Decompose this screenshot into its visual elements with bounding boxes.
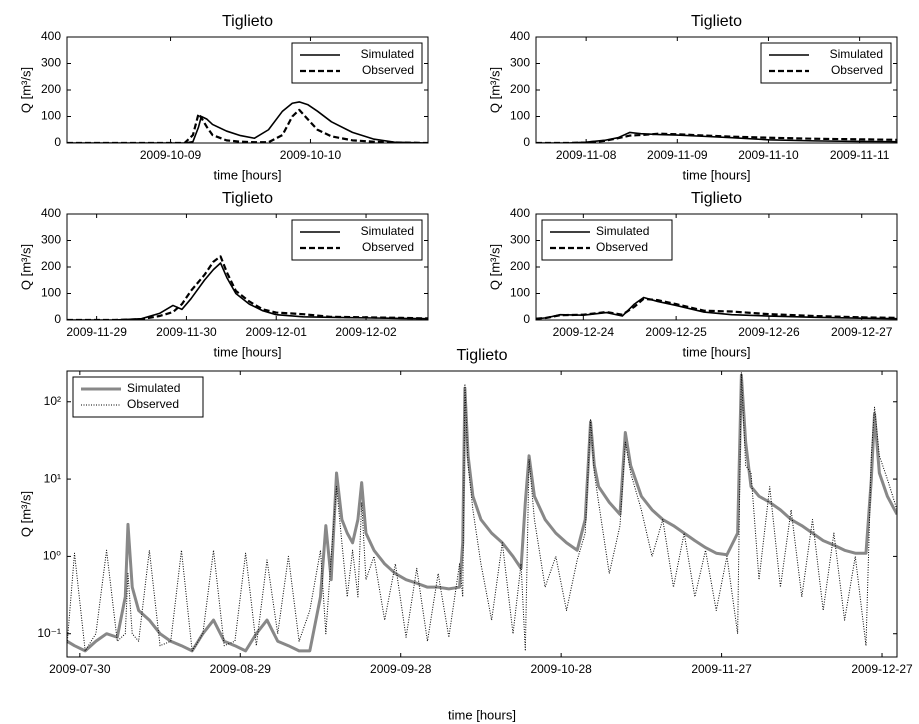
y-tick-label: 300 xyxy=(510,56,530,70)
y-tick-label: 0 xyxy=(523,312,530,326)
y-tick-label: 0 xyxy=(523,135,530,149)
legend-box xyxy=(541,219,673,261)
x-tick-label: 2009-10-10 xyxy=(280,148,342,162)
y-tick-label: 0 xyxy=(54,135,61,149)
chart-title: Tiglieto xyxy=(457,347,508,364)
series-line xyxy=(67,373,897,653)
y-tick-label: 100 xyxy=(510,286,530,300)
x-axis-label: time [hours] xyxy=(214,167,282,182)
x-tick-label: 2009-11-29 xyxy=(66,325,127,339)
series-line xyxy=(67,101,428,143)
x-tick-label: 2009-12-02 xyxy=(335,325,397,339)
x-tick-label: 2009-09-28 xyxy=(370,662,432,676)
y-tick-label: 10⁰ xyxy=(43,549,61,563)
plot-area xyxy=(67,371,897,657)
chart-title: Tiglieto xyxy=(691,190,742,207)
panel: Tiglieto time [hours] Q [m³/s] 2009-11-08 20… xyxy=(487,13,898,182)
y-tick-label: 300 xyxy=(41,233,61,247)
y-tick-label: 400 xyxy=(510,29,530,43)
x-tick-label: 2009-10-28 xyxy=(530,662,592,676)
legend-label: Observed xyxy=(831,63,883,77)
series-line xyxy=(536,297,897,320)
panel: Tiglieto time [hours] Q [m³/s] 2009-12-24 20… xyxy=(487,190,898,359)
y-tick-label: 100 xyxy=(41,286,61,300)
y-tick-label: 10² xyxy=(44,394,61,408)
y-tick-label: 200 xyxy=(510,259,530,273)
legend-label: Observed xyxy=(127,397,179,411)
x-tick-label: 2009-11-08 xyxy=(556,148,617,162)
legend-box xyxy=(72,376,204,418)
x-axis-label: time [hours] xyxy=(448,707,516,722)
y-tick-label: 400 xyxy=(41,29,61,43)
y-tick-label: 200 xyxy=(510,82,530,96)
legend-label: Simulated xyxy=(830,47,883,61)
axes-frame xyxy=(535,213,898,321)
x-axis-label: time [hours] xyxy=(683,167,751,182)
x-tick-label: 2009-11-09 xyxy=(647,148,708,162)
y-tick-label: 200 xyxy=(41,259,61,273)
panel: Tiglieto time [hours] Q [m³/s] 2009-07-30 20… xyxy=(18,347,913,722)
legend-label: Observed xyxy=(362,240,414,254)
y-tick-label: 400 xyxy=(510,206,530,220)
chart-title: Tiglieto xyxy=(222,13,273,30)
y-axis-label: Q [m³/s] xyxy=(18,491,33,537)
x-tick-label: 2009-12-25 xyxy=(645,325,707,339)
axes-frame xyxy=(66,213,429,321)
legend-label: Simulated xyxy=(361,224,414,238)
panel: Tiglieto time [hours] Q [m³/s] 2009-10-09 20… xyxy=(18,13,429,182)
x-tick-label: 2009-07-30 xyxy=(49,662,111,676)
x-tick-label: 2009-12-27 xyxy=(851,662,913,676)
y-tick-label: 10¹ xyxy=(44,471,61,485)
legend-box xyxy=(760,42,892,84)
y-axis-label: Q [m³/s] xyxy=(487,244,502,290)
series-line xyxy=(536,132,897,143)
x-tick-label: 2009-10-09 xyxy=(140,148,202,162)
y-tick-label: 100 xyxy=(41,109,61,123)
x-tick-label: 2009-11-27 xyxy=(691,662,752,676)
y-tick-label: 200 xyxy=(41,82,61,96)
x-tick-label: 2009-12-24 xyxy=(553,325,615,339)
x-tick-label: 2009-11-11 xyxy=(830,148,890,162)
x-tick-label: 2009-12-26 xyxy=(738,325,800,339)
legend-box xyxy=(291,219,423,261)
panel: Tiglieto time [hours] Q [m³/s] 2009-11-29 20… xyxy=(18,190,429,359)
x-tick-label: 2009-12-27 xyxy=(831,325,893,339)
x-tick-label: 2009-11-10 xyxy=(738,148,799,162)
y-tick-label: 100 xyxy=(510,109,530,123)
series-line xyxy=(67,255,428,320)
axes-frame xyxy=(66,36,429,144)
y-tick-label: 300 xyxy=(41,56,61,70)
series-line xyxy=(67,108,428,143)
y-axis-label: Q [m³/s] xyxy=(487,67,502,113)
x-tick-label: 2009-08-29 xyxy=(210,662,272,676)
legend-label: Simulated xyxy=(596,224,649,238)
series-line xyxy=(67,262,428,320)
axes-frame xyxy=(66,370,898,658)
y-tick-label: 400 xyxy=(41,206,61,220)
y-axis-label: Q [m³/s] xyxy=(18,244,33,290)
x-tick-label: 2009-12-01 xyxy=(246,325,308,339)
y-tick-label: 300 xyxy=(510,233,530,247)
x-axis-label: time [hours] xyxy=(683,344,751,359)
legend-box xyxy=(291,42,423,84)
series-line xyxy=(67,371,897,652)
y-tick-label: 10⁻¹ xyxy=(37,626,61,640)
y-axis-label: Q [m³/s] xyxy=(18,67,33,113)
chart-title: Tiglieto xyxy=(222,190,273,207)
legend-label: Simulated xyxy=(361,47,414,61)
y-tick-label: 0 xyxy=(54,312,61,326)
chart-title: Tiglieto xyxy=(691,13,742,30)
axes-frame xyxy=(535,36,898,144)
x-axis-label: time [hours] xyxy=(214,344,282,359)
legend-label: Observed xyxy=(596,240,648,254)
x-tick-label: 2009-11-30 xyxy=(156,325,217,339)
legend-label: Observed xyxy=(362,63,414,77)
legend-label: Simulated xyxy=(127,381,180,395)
